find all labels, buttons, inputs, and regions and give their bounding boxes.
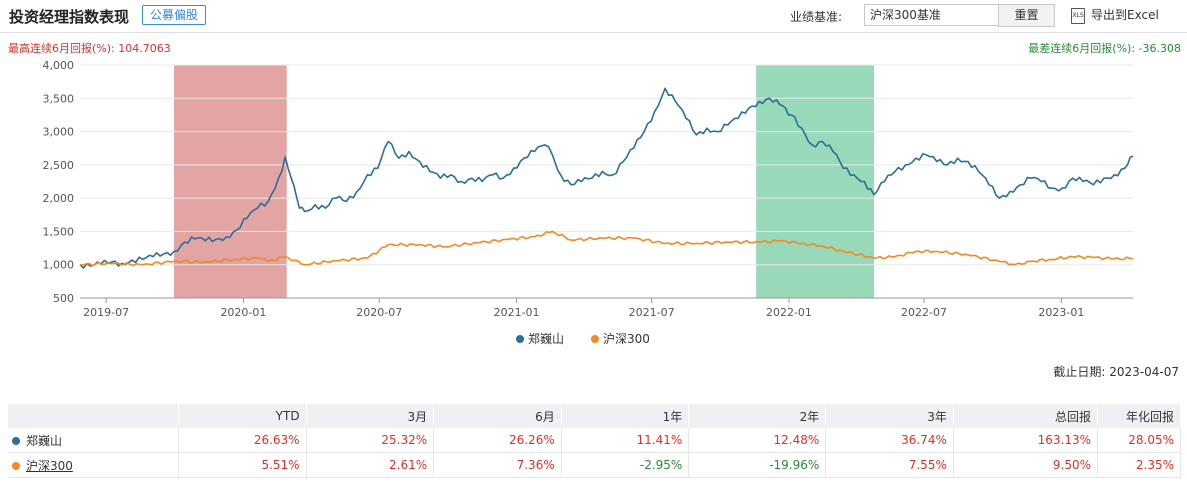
page-title: 投资经理指数表现 xyxy=(9,8,130,26)
y-tick-label: 3,000 xyxy=(43,126,75,139)
index-series-line[interactable] xyxy=(79,230,1134,267)
col-header-2y: 2年 xyxy=(688,404,827,428)
y-tick-label: 3,500 xyxy=(43,92,75,105)
y-tick-label: 1,000 xyxy=(43,259,75,272)
table-cell: 5.51% xyxy=(178,452,307,478)
col-header-3m: 3月 xyxy=(306,404,435,428)
col-header-name xyxy=(8,404,179,428)
reset-button[interactable]: 重置 xyxy=(998,4,1055,27)
series-dot-icon xyxy=(12,462,20,470)
x-tick-label: 2021-07 xyxy=(629,306,675,319)
table-row: 郑巍山 26.63% 25.32% 26.26% 11.41% 12.48% 36.74% 1… xyxy=(8,428,1181,453)
performance-chart[interactable]: 500 1,000 1,500 2,000 2,500 3,000 3,500 4,000 20… xyxy=(0,55,1187,355)
performance-table: YTD 3月 6月 1年 2年 3年 总回报 年化回报 郑巍山 26.63% 25.… xyxy=(8,404,1181,478)
manager-series-line[interactable] xyxy=(79,87,1134,269)
table-cell: 28.05% xyxy=(1097,428,1181,453)
benchmark-label: 业绩基准: xyxy=(790,10,843,24)
row-name-label: 郑巍山 xyxy=(26,433,63,448)
table-cell: 7.55% xyxy=(825,452,954,478)
col-header-annual: 年化回报 xyxy=(1097,404,1181,428)
x-tick-label: 2023-01 xyxy=(1038,306,1084,319)
table-cell: 9.50% xyxy=(953,452,1099,478)
worst-6m-return: 最差连续6月回报(%): -36.308 xyxy=(1028,42,1181,55)
y-tick-label: 2,500 xyxy=(43,159,75,172)
x-tick-label: 2020-01 xyxy=(220,306,266,319)
col-header-6m: 6月 xyxy=(433,404,562,428)
x-tick-label: 2022-01 xyxy=(766,306,812,319)
cutoff-date: 截止日期: 2023-04-07 xyxy=(1053,363,1179,380)
legend-marker-icon[interactable] xyxy=(591,335,599,343)
header-bar: 投资经理指数表现 公募偏股 业绩基准: 沪深300基准 重置 XLS 导出到Exc… xyxy=(0,0,1187,32)
table-cell: -2.95% xyxy=(561,452,690,478)
category-tag[interactable]: 公募偏股 xyxy=(142,5,207,25)
best-6m-band xyxy=(174,65,287,298)
xls-file-icon: XLS xyxy=(1071,7,1085,24)
x-tick-label: 2021-01 xyxy=(494,306,540,319)
table-cell: 163.13% xyxy=(953,428,1099,453)
benchmark-select[interactable]: 沪深300基准 xyxy=(864,4,1000,26)
legend-label[interactable]: 沪深300 xyxy=(603,332,650,346)
legend-marker-icon[interactable] xyxy=(516,335,524,343)
col-header-ytd: YTD xyxy=(178,404,307,428)
table-cell: 36.74% xyxy=(825,428,954,453)
table-row: 沪深300 5.51% 2.61% 7.36% -2.95% -19.96% 7.55% 9.… xyxy=(8,452,1181,478)
y-tick-label: 4,000 xyxy=(43,59,75,72)
table-cell: 25.32% xyxy=(306,428,435,453)
cutoff-label: 截止日期: xyxy=(1053,365,1106,379)
x-tick-label: 2020-07 xyxy=(356,306,402,319)
table-cell: 7.36% xyxy=(433,452,562,478)
export-label: 导出到Excel xyxy=(1091,8,1159,22)
table-cell: 12.48% xyxy=(688,428,827,453)
col-header-3y: 3年 xyxy=(825,404,954,428)
legend-label[interactable]: 郑巍山 xyxy=(528,331,564,346)
y-tick-label: 500 xyxy=(53,292,74,305)
table-header-row: YTD 3月 6月 1年 2年 3年 总回报 年化回报 xyxy=(8,404,1181,428)
col-header-1y: 1年 xyxy=(561,404,690,428)
row-name[interactable]: 郑巍山 xyxy=(8,428,179,453)
table-cell: 2.35% xyxy=(1097,452,1181,478)
table-cell: 11.41% xyxy=(561,428,690,453)
x-tick-label: 2019-07 xyxy=(83,306,129,319)
best-6m-return: 最高连续6月回报(%): 104.7063 xyxy=(8,42,171,55)
table-cell: 2.61% xyxy=(306,452,435,478)
col-header-total: 总回报 xyxy=(953,404,1099,428)
table-cell: 26.63% xyxy=(178,428,307,453)
table-cell: 26.26% xyxy=(433,428,562,453)
row-name-label: 沪深300 xyxy=(26,458,73,473)
x-tick-label: 2022-07 xyxy=(901,306,947,319)
export-excel-button[interactable]: XLS 导出到Excel xyxy=(1071,6,1159,24)
y-tick-label: 1,500 xyxy=(43,225,75,238)
worst-6m-band xyxy=(756,65,875,298)
table-cell: -19.96% xyxy=(688,452,827,478)
series-dot-icon xyxy=(12,437,20,445)
header-divider xyxy=(0,32,1187,33)
cutoff-value: 2023-04-07 xyxy=(1109,365,1179,379)
row-name[interactable]: 沪深300 xyxy=(8,452,179,478)
y-tick-label: 2,000 xyxy=(43,192,75,205)
